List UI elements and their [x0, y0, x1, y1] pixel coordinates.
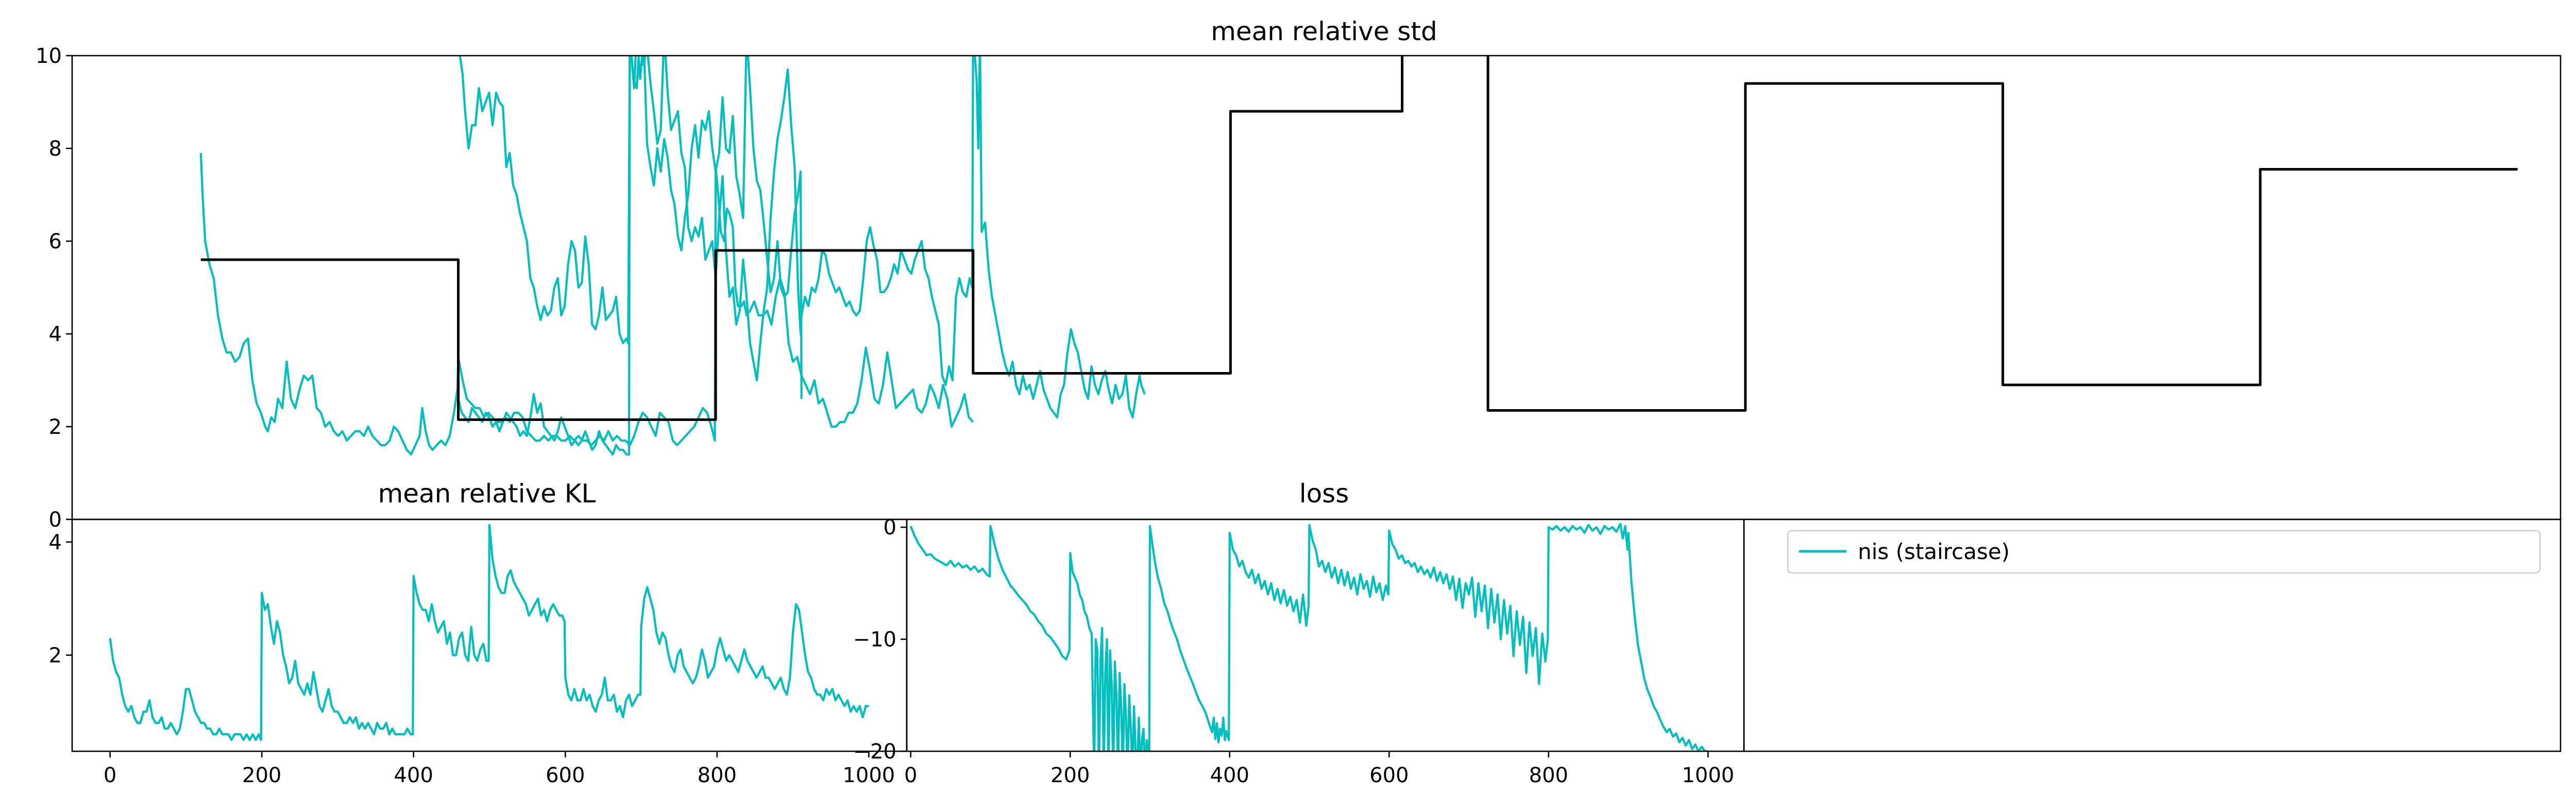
- loss-y-tick-label-1: −10: [853, 628, 896, 652]
- std-y-ticks: 0 2 4 6 8 10: [36, 44, 72, 532]
- legend-panel: nis (staircase): [1743, 518, 2562, 752]
- loss-series-line-0: [909, 522, 1708, 751]
- loss-x-tick-label-3: 600: [1369, 764, 1409, 787]
- loss-y-ticks: 0 −10 −20: [853, 516, 907, 764]
- std-y-tick-label-3: 6: [49, 230, 62, 254]
- kl-x-ticks: 0 200 400 600 800 1000: [104, 751, 895, 787]
- kl-x-tick-label-5: 1000: [842, 764, 895, 787]
- loss-y-tick-label-2: −20: [853, 740, 896, 764]
- std-series-line-1: [459, 56, 803, 399]
- loss-title: loss: [1299, 479, 1349, 509]
- loss-series-group: [909, 522, 1708, 751]
- kl-y-tick-label-1: 4: [49, 531, 62, 554]
- std-series-line-4: [200, 56, 2518, 421]
- kl-x-tick-label-1: 200: [242, 764, 281, 787]
- std-title: mean relative std: [1211, 16, 1437, 46]
- loss-x-tick-label-0: 0: [904, 764, 917, 787]
- kl-x-tick-label-0: 0: [104, 764, 116, 787]
- kl-panel: mean relative KL 24 0 200 400 600 800 1000: [49, 479, 908, 787]
- kl-x-tick-label-2: 400: [394, 764, 433, 787]
- loss-y-tick-label-0: 0: [884, 516, 896, 539]
- legend-axes-frame: [1743, 518, 2562, 752]
- loss-x-ticks: 0 200 400 600 800 1000: [904, 751, 1734, 787]
- kl-y-tick-label-0: 2: [49, 644, 62, 667]
- std-series-line-2: [457, 56, 803, 456]
- std-y-tick-label-1: 2: [49, 415, 62, 439]
- kl-y-ticks: 24: [49, 531, 72, 667]
- std-y-tick-label-5: 10: [36, 44, 62, 68]
- legend-box: [1787, 530, 2541, 574]
- std-y-tick-label-4: 8: [49, 137, 62, 161]
- std-y-tick-label-0: 0: [49, 508, 62, 532]
- loss-panel: loss 0 −10 −20 0 200 400 600 800 1000: [853, 479, 1745, 787]
- legend-entry-label: nis (staircase): [1858, 539, 2010, 564]
- loss-x-tick-label-5: 1000: [1682, 764, 1734, 787]
- kl-title: mean relative KL: [378, 479, 596, 509]
- loss-x-tick-label-1: 200: [1050, 764, 1090, 787]
- std-series-line-3: [800, 56, 1146, 419]
- kl-series-group: [109, 524, 869, 741]
- loss-x-tick-label-2: 400: [1210, 764, 1249, 787]
- kl-series-line-0: [109, 524, 869, 741]
- std-y-tick-label-2: 4: [49, 323, 62, 346]
- std-series-group: [199, 56, 2518, 456]
- loss-x-tick-label-4: 800: [1529, 764, 1568, 787]
- kl-x-tick-label-4: 800: [698, 764, 737, 787]
- kl-x-tick-label-3: 600: [546, 764, 585, 787]
